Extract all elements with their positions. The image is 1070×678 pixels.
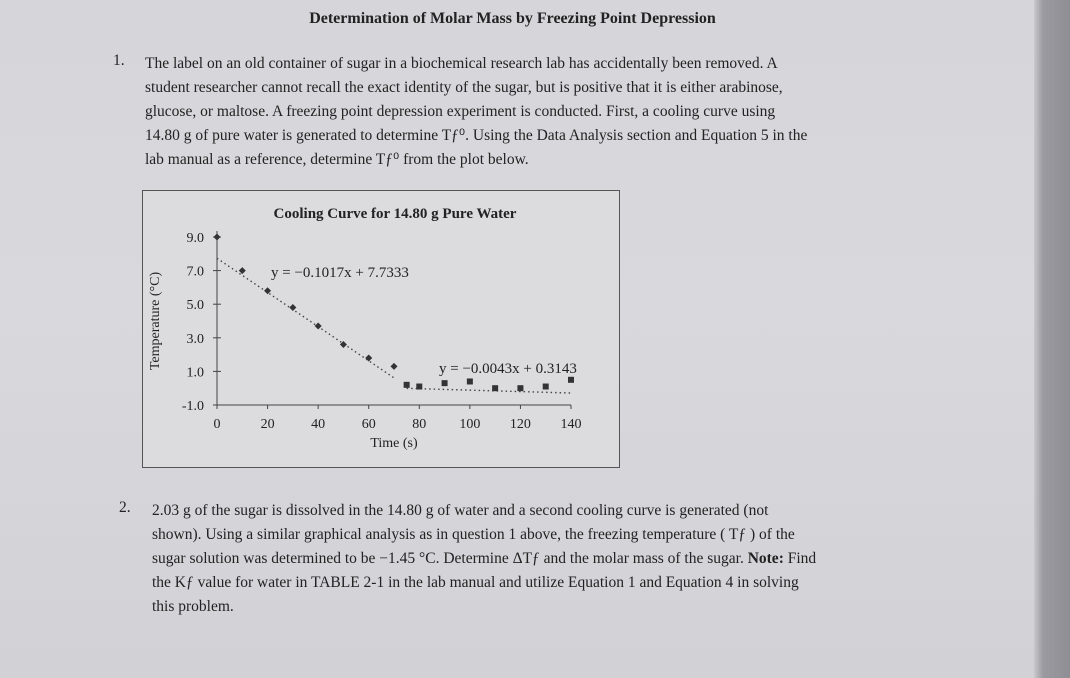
x-tick-label: 20 (261, 417, 275, 432)
data-point (416, 383, 423, 390)
y-tick-label: 9.0 (187, 231, 205, 246)
trendline-2-equation: y = −0.0043x + 0.3143 (439, 361, 577, 377)
q1-line-5: lab manual as a reference, determine Tƒ⁰… (145, 151, 529, 168)
data-point (213, 233, 221, 241)
cooling-curve-chart: Cooling Curve for 14.80 g Pure Water 9.0 7… (142, 190, 620, 468)
q2-note-rest: Find (787, 550, 817, 567)
data-point (238, 267, 246, 275)
y-tick-label: 7.0 (187, 265, 205, 280)
q2-line-5: this problem. (152, 598, 234, 615)
x-tick-label: 40 (311, 417, 325, 432)
q1-line-1: The label on an old container of sugar i… (145, 55, 778, 72)
q2-note-label: Note: (747, 550, 784, 567)
x-tick-label: 100 (459, 417, 480, 432)
question-2-text: 2.03 g of the sugar is dissolved in the … (152, 499, 904, 619)
data-point (314, 322, 322, 330)
question-2-number: 2. (119, 499, 131, 516)
data-point (568, 376, 574, 383)
chart-title: Cooling Curve for 14.80 g Pure Water (274, 206, 517, 222)
data-point (441, 380, 448, 387)
chart-svg: Cooling Curve for 14.80 g Pure Water 9.0 7… (148, 206, 582, 451)
y-tick-label: 5.0 (187, 298, 205, 313)
q1-line-3: glucose, or maltose. A freezing point de… (145, 103, 776, 120)
data-point (517, 385, 524, 392)
data-point (466, 378, 473, 385)
x-tick-label: 0 (214, 417, 221, 432)
x-tick-label: 140 (561, 417, 582, 432)
trendline (406, 387, 572, 394)
data-point (339, 341, 347, 349)
q2-line-4: the Kƒ value for water in TABLE 2-1 in t… (152, 574, 799, 591)
question-1-text: The label on an old container of sugar i… (145, 52, 911, 172)
data-point (542, 383, 549, 390)
q2-line-3-text: sugar solution was determined to be −1.4… (152, 550, 744, 567)
q2-line-2: shown). Using a similar graphical analys… (152, 526, 795, 543)
page-title: Determination of Molar Mass by Freezing … (309, 10, 716, 27)
trendline-1-equation: y = −0.1017x + 7.7333 (271, 265, 409, 281)
data-point (365, 354, 373, 362)
y-axis-label: Temperature (°C) (148, 272, 163, 371)
y-tick-label: 1.0 (187, 365, 205, 380)
data-point (403, 381, 410, 388)
q2-line-1: 2.03 g of the sugar is dissolved in the … (152, 502, 769, 519)
y-tick-label: 3.0 (187, 332, 205, 347)
q2-line-3: sugar solution was determined to be −1.4… (152, 547, 904, 571)
data-point (289, 304, 297, 312)
q1-line-2: student researcher cannot recall the exa… (145, 79, 783, 96)
q1-line-4: 14.80 g of pure water is generated to de… (145, 127, 808, 144)
data-point (264, 287, 272, 295)
x-axis-label: Time (s) (370, 436, 418, 451)
x-tick-label: 60 (362, 417, 376, 432)
x-tick-label: 80 (412, 417, 426, 432)
question-1-number: 1. (113, 52, 125, 69)
page-edge (1034, 0, 1070, 678)
data-point (390, 362, 398, 370)
x-tick-label: 120 (510, 417, 531, 432)
data-point (492, 385, 499, 392)
y-tick-label: -1.0 (182, 399, 204, 414)
